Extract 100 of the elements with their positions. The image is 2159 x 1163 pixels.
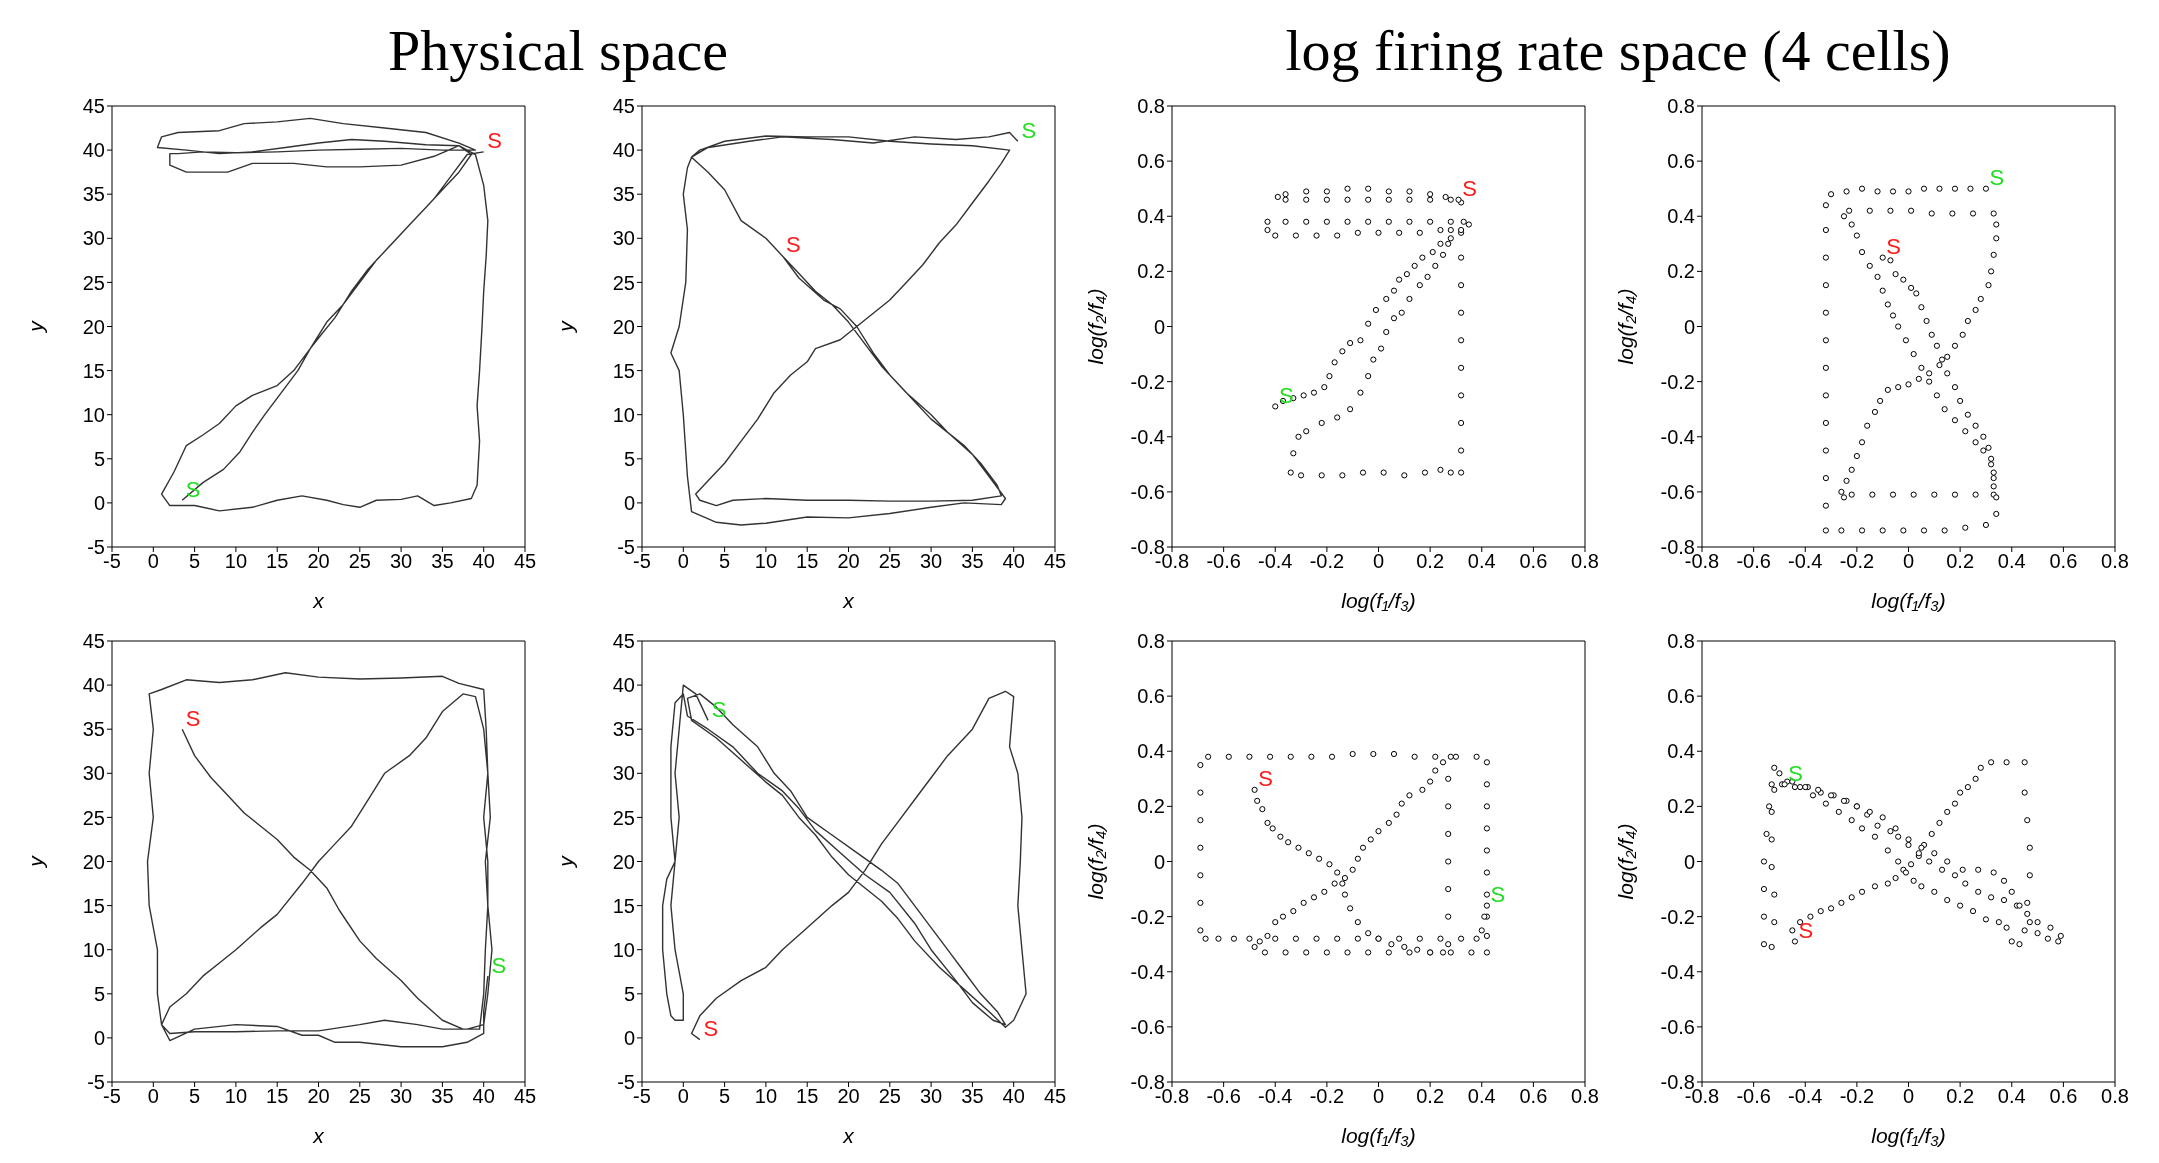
x-tick-label: 10 — [754, 550, 778, 573]
y-tick-label: 35 — [82, 183, 105, 206]
x-axis-title: x — [842, 1124, 856, 1147]
y-tick-label: 0 — [1153, 850, 1165, 873]
x-axis-title: x — [312, 1124, 326, 1147]
annotation: S — [1462, 176, 1477, 202]
y-tick-label: -5 — [87, 1071, 105, 1094]
x-tick-label: 5 — [719, 550, 731, 573]
x-tick-label: 20 — [837, 550, 860, 573]
y-tick-label: 0.6 — [1137, 150, 1165, 173]
y-tick-label: 20 — [82, 850, 105, 873]
x-tick-label: 5 — [189, 1085, 201, 1108]
x-axis-title: log(f₁/f₃) — [1871, 1124, 1946, 1147]
x-tick-label: 0.8 — [1571, 550, 1599, 573]
y-tick-label: -0.2 — [1130, 905, 1165, 928]
y-tick-label: -5 — [617, 536, 635, 559]
y-tick-label: -0.6 — [1660, 1015, 1695, 1038]
x-tick-label: 5 — [189, 550, 201, 573]
y-tick-label: 0.4 — [1667, 740, 1695, 763]
y-axis-title: y — [554, 854, 578, 869]
y-tick-label: 30 — [612, 762, 635, 785]
x-tick-label: 20 — [837, 1085, 860, 1108]
x-tick-label: -0.4 — [1788, 550, 1823, 573]
y-tick-label: 0.4 — [1137, 205, 1165, 228]
annotation: S — [786, 232, 801, 258]
x-tick-label: -0.6 — [1206, 1085, 1241, 1108]
x-tick-label: 15 — [796, 1085, 819, 1108]
y-tick-label: -0.4 — [1130, 425, 1165, 448]
x-tick-label: 40 — [1002, 1085, 1025, 1108]
x-tick-label: 0.8 — [1571, 1085, 1599, 1108]
x-tick-label: 0.4 — [1997, 1085, 2026, 1108]
x-tick-label: 40 — [472, 550, 495, 573]
x-tick-label: -0.6 — [1736, 1085, 1771, 1108]
chart-title: log firing rate space (4 cells) — [1284, 17, 1952, 85]
annotation: S — [491, 952, 507, 978]
y-tick-label: 0.2 — [1137, 795, 1165, 818]
y-tick-label: 0 — [93, 492, 105, 514]
x-tick-label: 0.8 — [2101, 1085, 2129, 1108]
y-tick-label: 20 — [612, 315, 635, 338]
y-tick-label: -0.2 — [1130, 370, 1165, 393]
y-tick-label: 5 — [93, 982, 105, 1005]
y-tick-label: 0.8 — [1137, 95, 1165, 118]
y-tick-label: 0.8 — [1667, 630, 1695, 653]
x-tick-label: -0.6 — [1736, 550, 1771, 573]
y-tick-label: -0.2 — [1660, 905, 1695, 928]
y-tick-label: 0 — [1683, 315, 1695, 338]
y-tick-label: -0.4 — [1660, 425, 1695, 448]
x-tick-label: 0.4 — [1997, 550, 2026, 573]
x-tick-label: 0.4 — [1467, 1085, 1496, 1108]
y-tick-label: 0.2 — [1137, 260, 1165, 283]
x-tick-label: 0.6 — [2049, 1085, 2078, 1108]
y-tick-label: 35 — [612, 718, 635, 741]
y-tick-label: 10 — [612, 403, 635, 426]
y-axis-title: y — [554, 319, 578, 334]
x-tick-label: -0.2 — [1839, 1085, 1875, 1108]
x-tick-label: 15 — [266, 1085, 289, 1108]
x-tick-label: 0 — [677, 1085, 689, 1108]
y-tick-label: 5 — [623, 982, 635, 1005]
y-tick-label: -0.6 — [1130, 480, 1165, 503]
x-tick-label: 25 — [878, 1085, 901, 1108]
y-tick-label: 45 — [612, 95, 635, 118]
x-tick-label: 0.2 — [1946, 1085, 1975, 1108]
x-axis-title: log(f₁/f₃) — [1871, 589, 1946, 612]
x-tick-label: 25 — [348, 550, 371, 573]
x-tick-label: 45 — [1043, 550, 1067, 573]
x-tick-label: 40 — [1002, 550, 1025, 573]
x-tick-label: 0 — [147, 550, 159, 573]
x-tick-label: 0 — [677, 550, 689, 573]
annotation: S — [1989, 165, 2005, 191]
x-axis-title: log(f₁/f₃) — [1341, 1124, 1416, 1147]
y-tick-label: 10 — [82, 938, 105, 961]
x-axis-title: log(f₁/f₃) — [1341, 589, 1416, 612]
x-tick-label: 30 — [919, 550, 943, 573]
x-tick-label: 30 — [389, 1085, 413, 1108]
x-tick-label: 35 — [961, 550, 984, 573]
y-tick-label: 40 — [612, 139, 635, 162]
y-tick-label: 0 — [93, 1027, 105, 1049]
y-tick-label: 15 — [82, 894, 105, 917]
y-tick-label: 0 — [1683, 850, 1695, 873]
x-tick-label: 20 — [307, 1085, 330, 1108]
annotation: S — [487, 128, 503, 154]
y-axis-title: log(f₂/f₄) — [1614, 823, 1638, 900]
y-tick-label: -0.6 — [1660, 480, 1695, 503]
y-tick-label: 0.2 — [1667, 260, 1695, 283]
x-tick-label: -0.4 — [1258, 550, 1293, 573]
y-tick-label: 40 — [612, 674, 635, 697]
x-tick-label: 0.2 — [1416, 1085, 1445, 1108]
annotation: S — [1490, 882, 1506, 908]
x-tick-label: 0.6 — [1519, 550, 1548, 573]
x-tick-label: -0.4 — [1258, 1085, 1293, 1108]
y-tick-label: 25 — [82, 271, 105, 294]
annotation: S — [1021, 117, 1037, 143]
y-tick-label: 0.8 — [1137, 630, 1165, 653]
y-tick-label: 10 — [82, 403, 105, 426]
y-tick-label: -0.2 — [1660, 370, 1695, 393]
x-tick-label: 0 — [1902, 550, 1915, 573]
x-tick-label: 10 — [224, 550, 248, 573]
y-axis-title: log(f₂/f₄) — [1084, 288, 1108, 365]
y-tick-label: 0.8 — [1667, 95, 1695, 118]
annotation: S — [703, 1016, 719, 1042]
